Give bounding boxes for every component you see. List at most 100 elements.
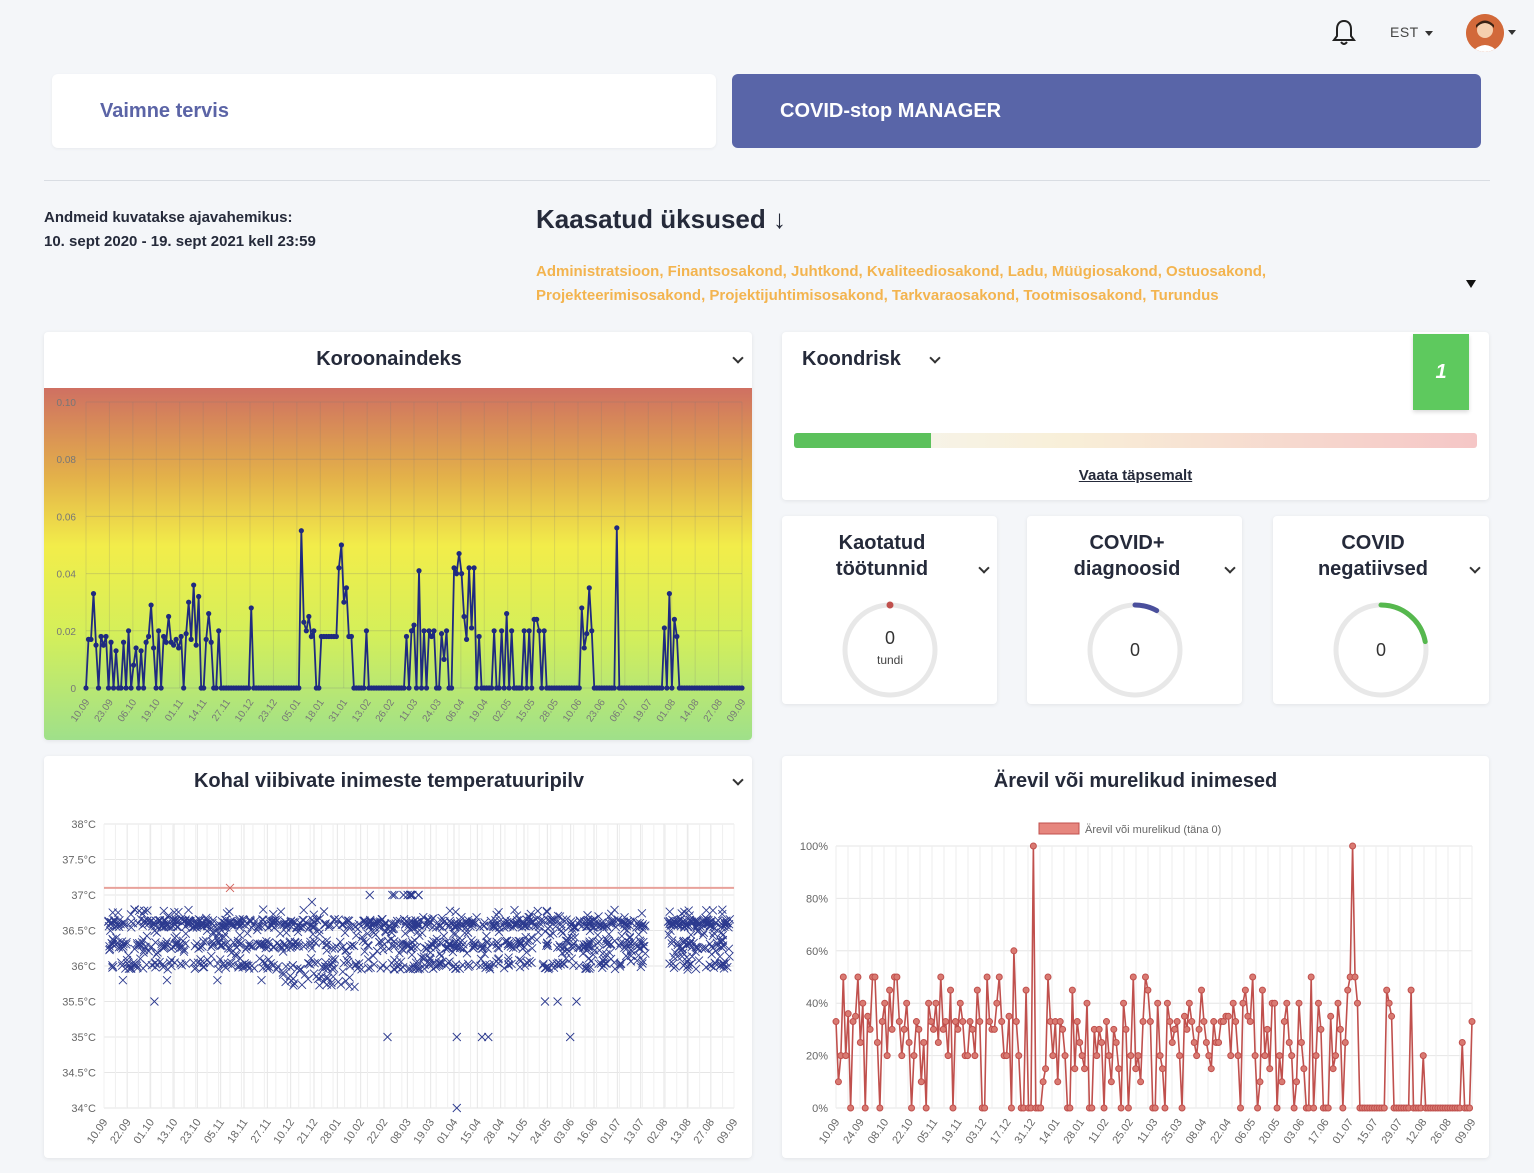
x-tick-label: 26.02	[374, 697, 398, 724]
data-point	[428, 633, 435, 640]
data-point	[151, 645, 157, 651]
temperature-marker	[587, 943, 597, 952]
temperature-marker	[418, 912, 428, 922]
x-tick-label: 01.04	[435, 1117, 461, 1146]
x-tick-label: 01.07	[598, 1117, 624, 1146]
data-point	[403, 633, 410, 640]
data-point	[1173, 1018, 1181, 1026]
x-tick-label: 27.11	[249, 1117, 274, 1146]
data-point	[1241, 986, 1249, 994]
temperature-marker	[575, 943, 585, 952]
data-point	[213, 685, 219, 691]
data-point	[1271, 999, 1279, 1007]
temperature-marker	[671, 962, 680, 971]
card-title-line: diagnoosid	[1073, 558, 1181, 580]
data-point	[1254, 1104, 1262, 1112]
gauge-arc	[1378, 602, 1428, 645]
data-point	[529, 685, 535, 691]
data-point	[1102, 1018, 1110, 1026]
temperature-marker	[129, 958, 138, 967]
x-tick-label: 06.10	[116, 697, 140, 724]
x-tick-label: 27.08	[702, 697, 726, 724]
data-point	[363, 628, 370, 634]
data-point	[1005, 1012, 1013, 1020]
temperature-marker	[428, 922, 438, 932]
temperature-marker	[452, 1103, 462, 1113]
x-tick-label: 17.06	[1306, 1117, 1332, 1146]
temperature-marker	[354, 919, 364, 929]
temperature-marker	[485, 962, 494, 972]
temperature-marker	[502, 936, 512, 946]
temperature-marker	[674, 943, 684, 953]
temperature-marker	[120, 918, 129, 928]
x-tick-label: 14.01	[1037, 1117, 1063, 1146]
temperature-marker	[207, 940, 217, 950]
data-point	[1258, 986, 1266, 994]
card-title-line: negatiivsed	[1317, 558, 1429, 580]
card-title[interactable]: Koondrisk	[802, 348, 901, 371]
tab-vaimne-tervis[interactable]: Vaimne tervis	[52, 74, 716, 148]
gauge-ring	[1087, 602, 1183, 698]
temperature-marker	[351, 931, 361, 940]
temperature-marker	[636, 962, 646, 972]
data-point	[443, 628, 450, 634]
tab-covid-stop-manager[interactable]: COVID-stop MANAGER	[732, 74, 1481, 148]
data-point	[1076, 1039, 1084, 1046]
user-avatar[interactable]	[1466, 14, 1504, 52]
data-point	[298, 528, 304, 534]
data-point	[1098, 1039, 1106, 1046]
data-point	[1115, 1065, 1123, 1073]
temperature-marker	[328, 957, 337, 967]
x-tick-label: 02.08	[645, 1117, 671, 1146]
data-point	[954, 1025, 962, 1033]
temperature-marker	[725, 952, 734, 961]
temperature-marker	[201, 936, 211, 945]
temperature-marker	[343, 916, 353, 925]
data-point	[1198, 986, 1206, 994]
temperature-marker	[357, 965, 366, 974]
units-dropdown-caret-icon[interactable]	[1466, 280, 1476, 288]
temperature-marker	[259, 919, 268, 928]
temperature-marker	[521, 932, 531, 942]
data-point	[1334, 999, 1342, 1007]
chevron-down-icon[interactable]	[1508, 30, 1516, 35]
temperature-marker	[177, 943, 186, 952]
temperature-marker	[293, 921, 303, 931]
data-point	[1029, 842, 1037, 850]
temperature-marker	[225, 883, 235, 893]
data-point	[844, 1010, 852, 1018]
notifications-bell-icon[interactable]	[1330, 18, 1358, 48]
temperature-marker	[251, 916, 260, 926]
temperature-marker	[319, 977, 328, 986]
temperature-marker	[504, 961, 514, 970]
x-tick-label: 19.11	[940, 1117, 965, 1146]
temperature-marker	[266, 958, 275, 968]
data-point	[468, 625, 475, 631]
units-title[interactable]: Kaasatud üksused ↓	[536, 204, 786, 234]
temperature-marker	[144, 946, 154, 956]
temperature-marker	[185, 919, 194, 929]
chevron-down-icon[interactable]	[732, 352, 744, 364]
temperature-marker	[299, 905, 309, 915]
koroonaindeks-chart: 0 0.02 0.04 0.06 0.08 0.10 10.09 23.09 06.10 19.1…	[44, 388, 752, 740]
temperature-marker	[541, 927, 550, 936]
temperature-marker	[555, 912, 565, 921]
temperature-marker	[602, 922, 612, 932]
temperature-marker	[114, 943, 124, 952]
language-selector[interactable]: EST	[1390, 24, 1433, 40]
temperature-marker	[435, 949, 445, 958]
temperature-marker	[490, 921, 500, 931]
x-tick-label: 22.04	[1208, 1117, 1234, 1146]
x-tick-label: 18.01	[303, 697, 327, 724]
data-point	[1100, 1104, 1108, 1112]
temperature-marker	[701, 905, 711, 915]
temperature-marker	[543, 915, 553, 925]
data-point	[196, 593, 202, 600]
data-point	[1229, 999, 1237, 1007]
chevron-down-icon[interactable]	[929, 352, 941, 364]
view-details-link[interactable]: Vaata täpsemalt	[1078, 467, 1193, 484]
temperature-marker	[219, 961, 229, 971]
data-point	[1205, 1052, 1213, 1060]
data-point	[158, 685, 164, 691]
temperature-marker	[527, 943, 537, 953]
